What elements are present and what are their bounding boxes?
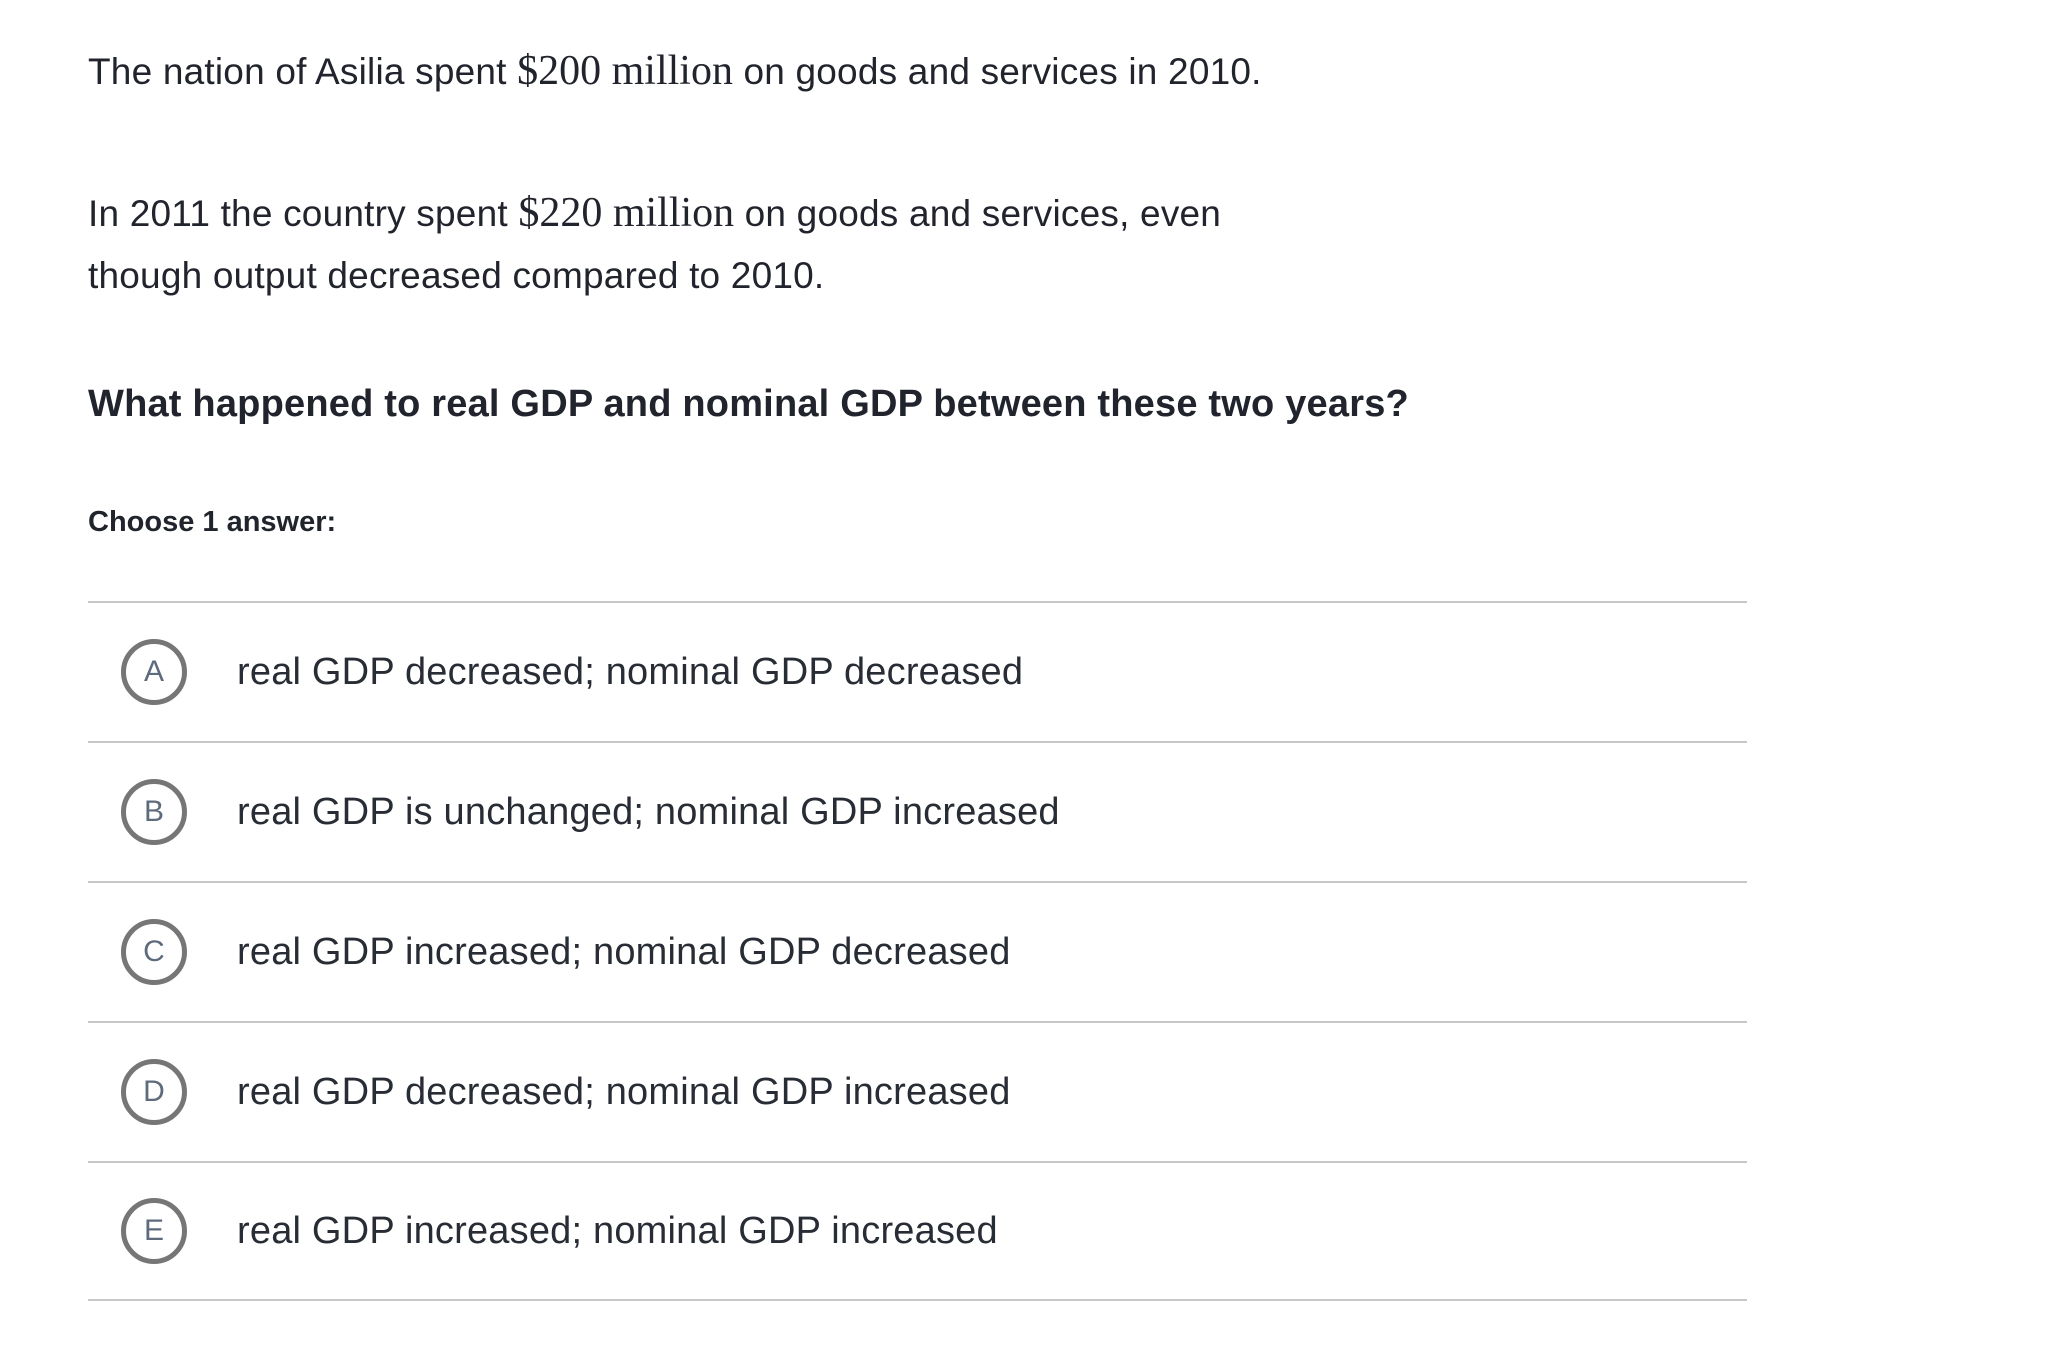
- radio-letter-c: C: [143, 935, 165, 968]
- answer-option-e[interactable]: E real GDP increased; nominal GDP increa…: [88, 1161, 1747, 1301]
- answer-option-b-label: real GDP is unchanged; nominal GDP incre…: [237, 790, 1060, 833]
- answer-option-a-label: real GDP decreased; nominal GDP decrease…: [237, 650, 1024, 693]
- statement-paragraph-2: In 2011 the country spent $220 million o…: [88, 182, 1747, 307]
- answer-option-d-label: real GDP decreased; nominal GDP increase…: [237, 1070, 1011, 1113]
- radio-button-b[interactable]: B: [121, 779, 187, 845]
- statement-2-post: on goods and services, even: [734, 193, 1222, 234]
- answer-option-b[interactable]: B real GDP is unchanged; nominal GDP inc…: [88, 741, 1747, 881]
- radio-letter-b: B: [143, 795, 164, 828]
- amount-2011: $220 million: [518, 190, 735, 236]
- amount-2010: $200 million: [517, 48, 733, 94]
- radio-button-a[interactable]: A: [121, 639, 187, 705]
- choose-answer-label: Choose 1 answer:: [88, 506, 337, 538]
- answer-options-list: A real GDP decreased; nominal GDP decrea…: [88, 601, 1747, 1301]
- answer-option-e-label: real GDP increased; nominal GDP increase…: [237, 1209, 998, 1252]
- question-prompt: What happened to real GDP and nominal GD…: [88, 383, 1409, 425]
- answer-option-c-label: real GDP increased; nominal GDP decrease…: [237, 930, 1011, 973]
- radio-button-d[interactable]: D: [121, 1059, 187, 1125]
- answer-option-a[interactable]: A real GDP decreased; nominal GDP decrea…: [88, 601, 1747, 741]
- radio-button-c[interactable]: C: [121, 919, 187, 985]
- answer-option-d[interactable]: D real GDP decreased; nominal GDP increa…: [88, 1021, 1747, 1161]
- radio-button-e[interactable]: E: [121, 1198, 187, 1264]
- statement-2-line2: though output decreased compared to 2010…: [88, 255, 825, 296]
- radio-letter-e: E: [143, 1214, 164, 1247]
- statement-1-pre: The nation of Asilia spent: [88, 51, 518, 92]
- answer-option-c[interactable]: C real GDP increased; nominal GDP decrea…: [88, 881, 1747, 1021]
- statement-2-pre: In 2011 the country spent: [88, 193, 519, 234]
- radio-letter-d: D: [143, 1075, 165, 1108]
- statement-paragraph-1: The nation of Asilia spent $200 million …: [88, 40, 1747, 103]
- radio-letter-a: A: [143, 655, 164, 688]
- statement-1-post: on goods and services in 2010.: [732, 51, 1262, 92]
